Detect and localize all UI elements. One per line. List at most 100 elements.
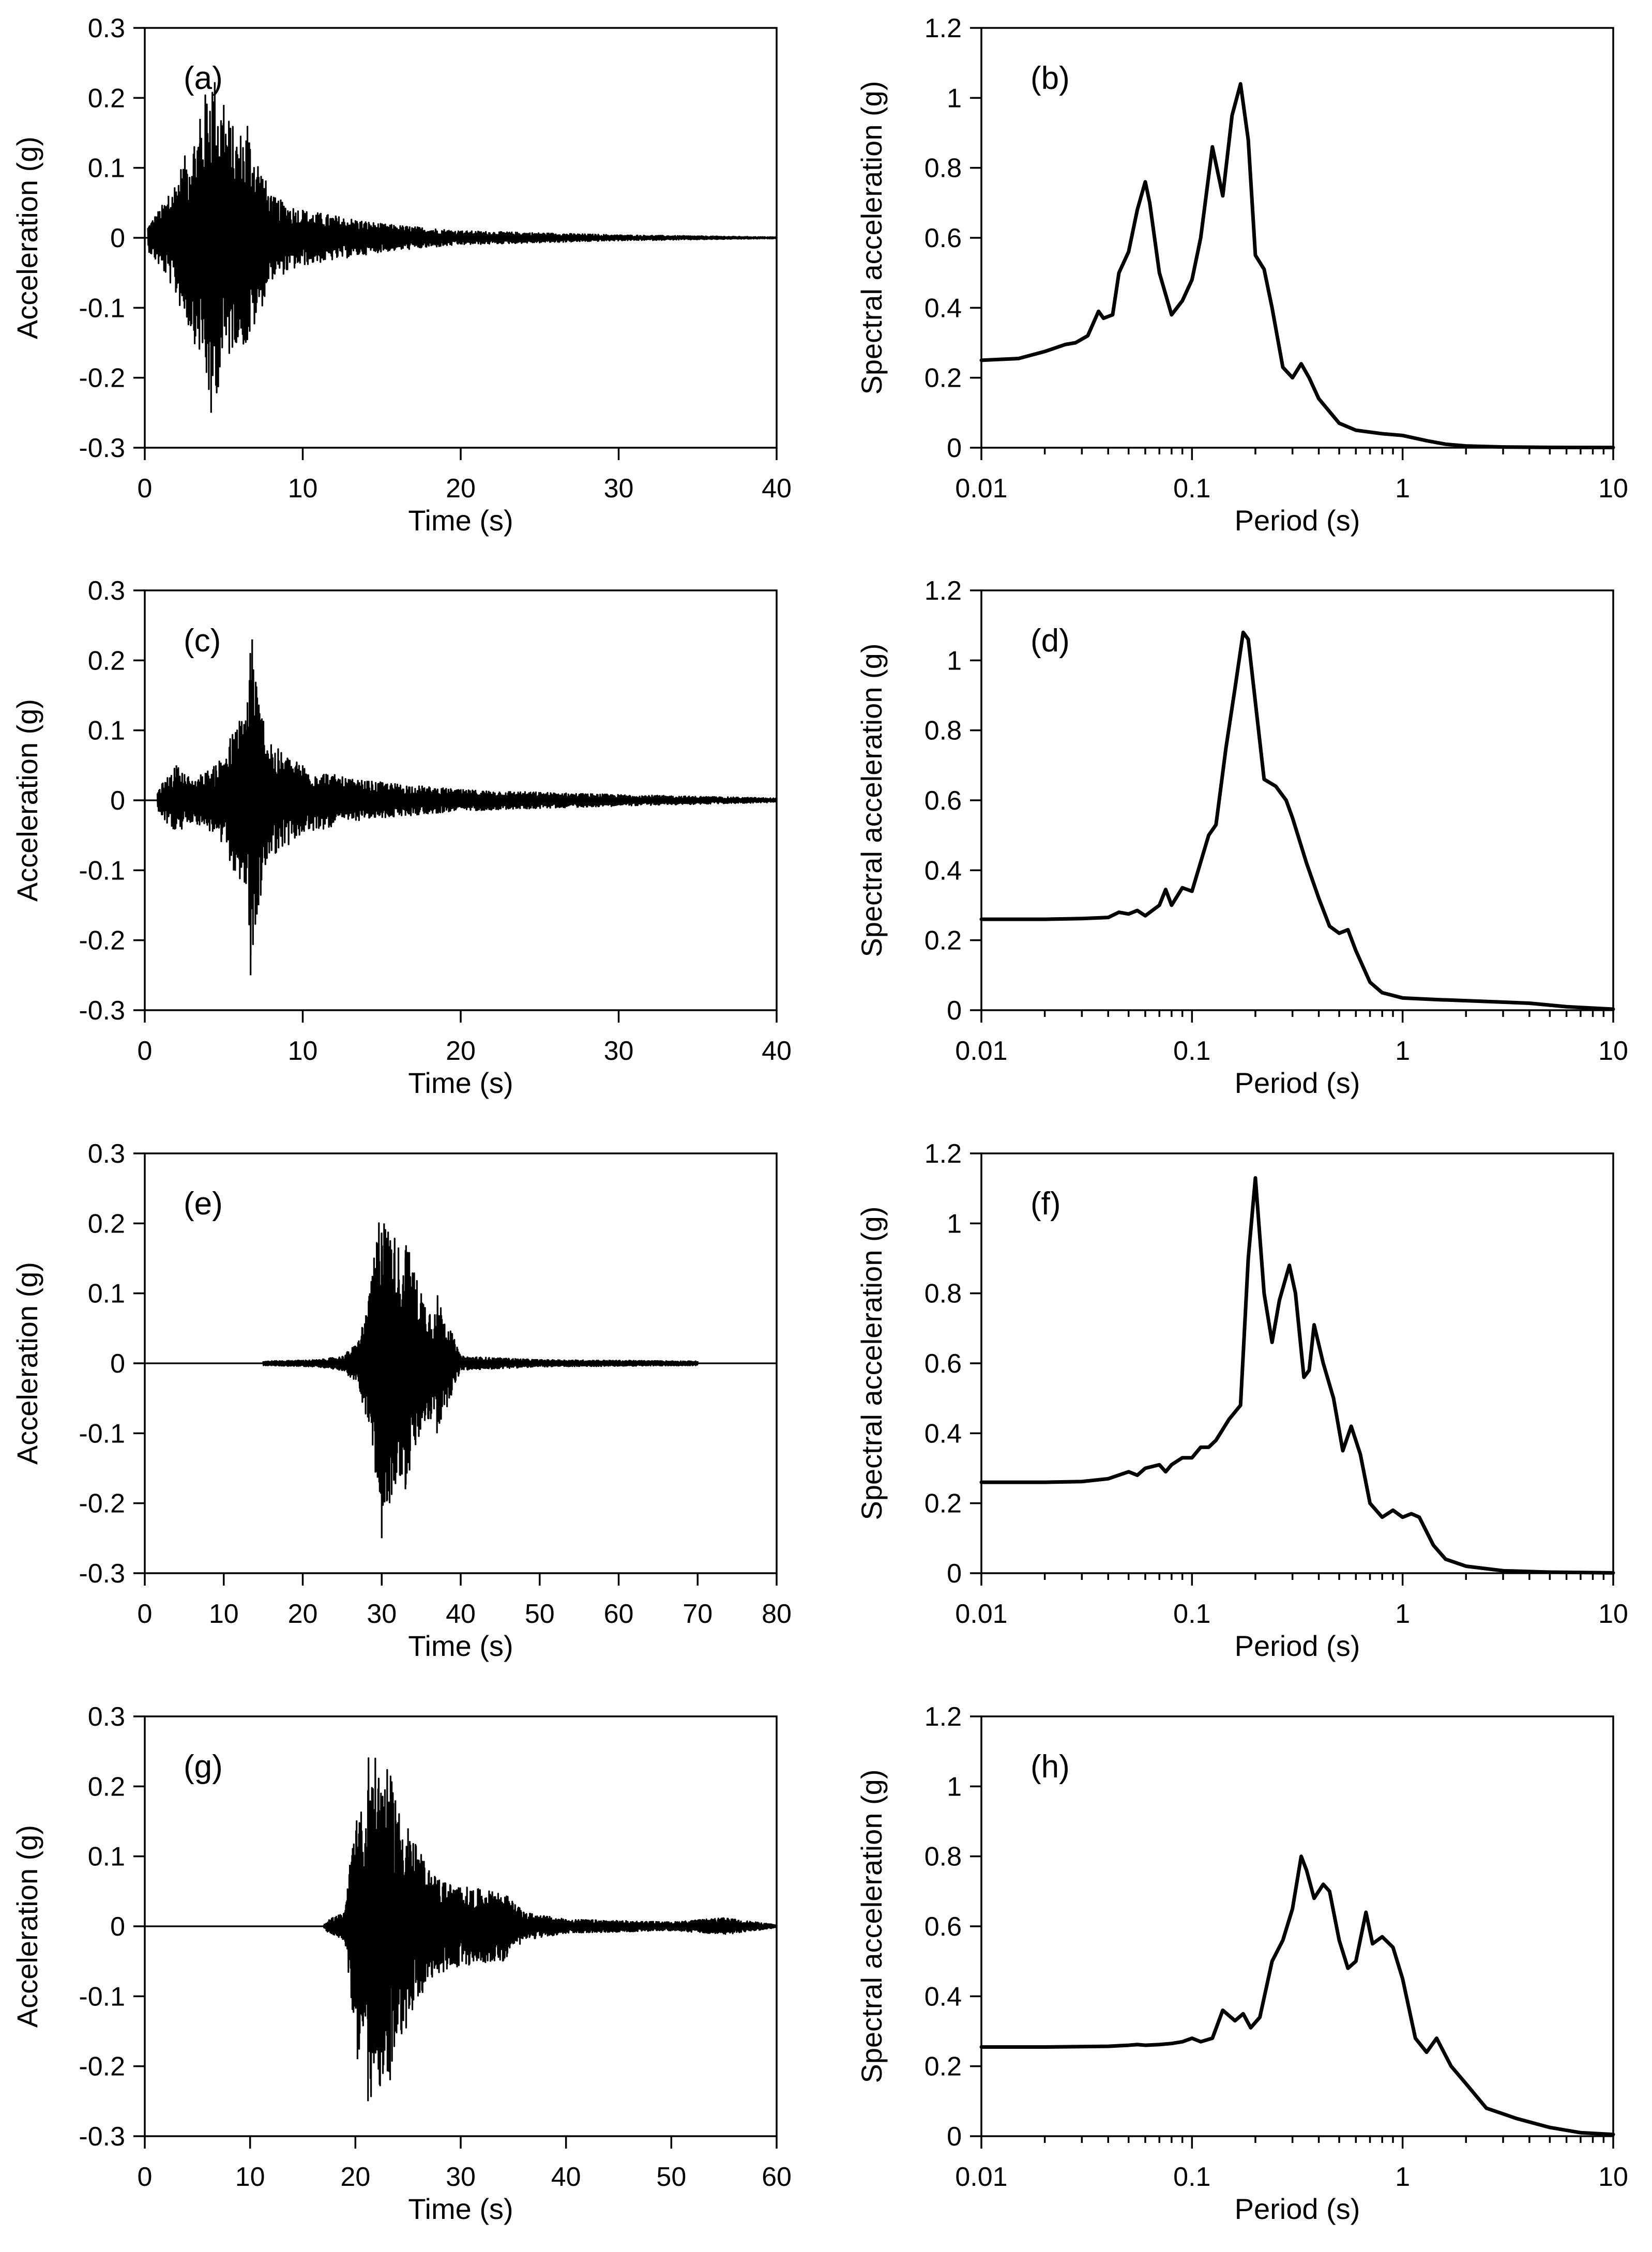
x-tick-label: 0.01 (955, 1036, 1007, 1066)
chart-panel-f: 0 0.2 0.4 0.6 0.8 1 1.2 0.01 0.1 1 10 Period (s) Spe… (855, 1139, 1628, 1662)
y-tick-label: -0.2 (79, 2052, 125, 2082)
x-axis-title: Time (s) (408, 2193, 513, 2225)
x-tick-label: 1 (1395, 2162, 1410, 2192)
plot-frame (980, 1715, 1614, 2137)
y-axis-title: Spectral acceleration (g) (855, 1770, 888, 2083)
panel-label: (b) (1030, 60, 1070, 96)
x-tick-label: 30 (446, 2162, 476, 2192)
x-tick-label: 10 (1598, 1036, 1628, 1066)
plot-frame (980, 1152, 1614, 1574)
x-tick-label: 60 (604, 1599, 634, 1629)
x-tick-label: 0.01 (955, 474, 1007, 504)
chart-panel-a: -0.3 -0.2 -0.1 0 0.1 0.2 0.3 0 10 20 30 40 Time (s) A… (11, 13, 792, 537)
x-tick-label: 40 (446, 1599, 476, 1629)
panel-label: (h) (1030, 1749, 1070, 1785)
x-tick-label: 1 (1395, 1036, 1410, 1066)
y-tick-label: 0 (947, 433, 962, 463)
y-tick-label: 1 (947, 646, 962, 676)
x-tick-label: 0.1 (1173, 474, 1210, 504)
y-tick-label: 0.3 (88, 13, 125, 43)
y-tick-label: 0 (947, 1559, 962, 1589)
y-tick-label: -0.3 (79, 2122, 125, 2152)
x-tick-label: 10 (1598, 1599, 1628, 1629)
acceleration-time-history (147, 82, 778, 413)
y-tick-label: 0.3 (88, 1139, 125, 1169)
panel-label: (d) (1030, 623, 1070, 659)
x-tick-label: 1 (1395, 1599, 1410, 1629)
x-tick-label: 0 (138, 1036, 153, 1066)
y-tick-label: 0.6 (924, 1912, 962, 1942)
y-tick-label: -0.3 (79, 996, 125, 1026)
y-axis-title: Spectral acceleration (g) (855, 81, 888, 395)
panel-label: (g) (184, 1749, 223, 1785)
y-tick-label: 0.8 (924, 1279, 962, 1309)
plot-frame (980, 589, 1614, 1011)
y-axis-title: Acceleration (g) (11, 136, 43, 339)
y-tick-label: 0.1 (88, 1279, 125, 1309)
y-tick-label: -0.1 (79, 856, 125, 886)
x-tick-label: 0.1 (1173, 1599, 1210, 1629)
y-tick-label: 0 (110, 1912, 125, 1942)
y-tick-label: -0.2 (79, 1489, 125, 1519)
y-tick-label: 0.6 (924, 1349, 962, 1379)
y-axis-title: Acceleration (g) (11, 699, 43, 902)
y-tick-label: 1.2 (924, 576, 962, 606)
y-tick-label: 0.3 (88, 1702, 125, 1732)
panel-label: (f) (1030, 1186, 1061, 1222)
y-axis-title: Spectral acceleration (g) (855, 1207, 888, 1520)
x-tick-label: 30 (367, 1599, 397, 1629)
acceleration-time-history (262, 1222, 699, 1539)
x-tick-label: 40 (551, 2162, 581, 2192)
y-tick-label: 1 (947, 83, 962, 113)
panel-label: (c) (184, 623, 221, 659)
y-tick-label: -0.1 (79, 1419, 125, 1449)
x-tick-label: 0.1 (1173, 2162, 1210, 2192)
chart-panel-c: -0.3 -0.2 -0.1 0 0.1 0.2 0.3 0 10 20 30 40 Time (s) A… (11, 576, 792, 1099)
y-tick-label: 0.1 (88, 1842, 125, 1872)
x-tick-label: 80 (762, 1599, 792, 1629)
x-tick-label: 10 (288, 1036, 318, 1066)
y-axis-title: Acceleration (g) (11, 1825, 43, 2028)
x-tick-label: 10 (209, 1599, 239, 1629)
y-tick-label: 0.2 (88, 1772, 125, 1802)
x-axis-title: Time (s) (408, 1067, 513, 1099)
x-tick-label: 40 (762, 1036, 792, 1066)
y-tick-label: 1.2 (924, 1139, 962, 1169)
x-tick-label: 0 (138, 1599, 153, 1629)
x-tick-label: 0 (138, 2162, 153, 2192)
y-tick-label: -0.3 (79, 433, 125, 463)
y-tick-label: 0.3 (88, 576, 125, 606)
y-axis-title: Spectral acceleration (g) (855, 644, 888, 957)
y-tick-label: 0.2 (924, 926, 962, 956)
y-tick-label: 0.4 (924, 1419, 962, 1449)
y-tick-label: 0 (110, 223, 125, 253)
y-tick-label: 0 (110, 1349, 125, 1379)
y-axis-title: Acceleration (g) (11, 1262, 43, 1465)
chart-panel-g: -0.3 -0.2 -0.1 0 0.1 0.2 0.3 0 10 20 30 40 50 60 Time … (11, 1702, 792, 2225)
plot-frame (980, 27, 1614, 449)
x-tick-label: 50 (656, 2162, 686, 2192)
x-tick-label: 20 (446, 474, 476, 504)
chart-panel-e: -0.3 -0.2 -0.1 0 0.1 0.2 0.3 0 10 20 30 40 50 60 70 80 T… (11, 1139, 792, 1662)
x-tick-label: 30 (604, 474, 634, 504)
x-tick-label: 0.01 (955, 2162, 1007, 2192)
y-tick-label: 0.4 (924, 1982, 962, 2012)
x-tick-label: 1 (1395, 474, 1410, 504)
x-tick-label: 20 (288, 1599, 318, 1629)
x-tick-label: 20 (340, 2162, 370, 2192)
x-axis-title: Period (s) (1235, 2193, 1360, 2225)
response-spectrum-line (979, 630, 1615, 1011)
y-tick-label: 0.2 (88, 646, 125, 676)
x-tick-label: 10 (235, 2162, 265, 2192)
y-tick-label: -0.1 (79, 293, 125, 323)
x-axis-title: Period (s) (1235, 504, 1360, 537)
panel-label: (e) (184, 1186, 223, 1222)
y-tick-label: 0.2 (88, 83, 125, 113)
chart-panel-b: 0 0.2 0.4 0.6 0.8 1 1.2 0.01 0.1 1 10 Period (s) Spe… (855, 13, 1628, 537)
x-tick-label: 30 (604, 1036, 634, 1066)
x-tick-label: 60 (762, 2162, 792, 2192)
y-tick-label: 0.8 (924, 154, 962, 184)
x-axis-title: Time (s) (408, 504, 513, 537)
chart-panel-h: 0 0.2 0.4 0.6 0.8 1 1.2 0.01 0.1 1 10 Period (s) Spe… (855, 1702, 1628, 2225)
x-axis-title: Period (s) (1235, 1630, 1360, 1662)
